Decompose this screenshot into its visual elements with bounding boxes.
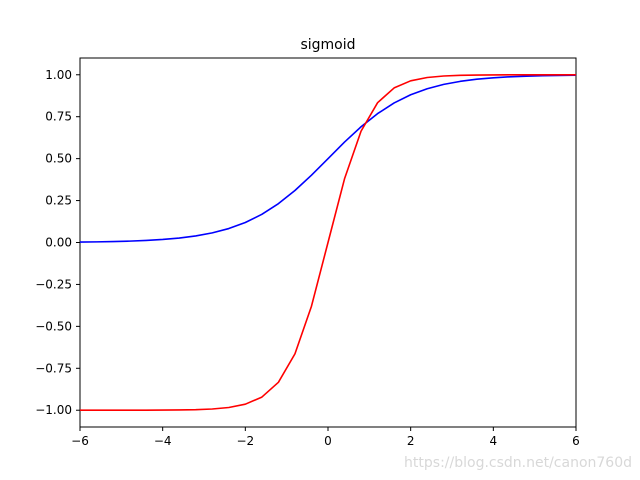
y-tick-label: 1.00	[45, 68, 72, 82]
y-tick-label: 0.25	[45, 194, 72, 208]
watermark-text: https://blog.csdn.net/canon760d	[404, 455, 632, 471]
x-tick-label: 0	[324, 434, 332, 448]
y-tick-label: 0.75	[45, 110, 72, 124]
y-axis: −1.00 −0.75 −0.50 −0.25 0.00 0.25 0.50 0.75 1.00	[35, 68, 80, 417]
x-tick-label: 6	[572, 434, 580, 448]
x-tick-label: −2	[236, 434, 254, 448]
y-tick-label: 0.50	[45, 152, 72, 166]
series-layer	[79, 73, 577, 412]
x-tick-label: 2	[407, 434, 415, 448]
y-tick-label: −0.50	[35, 319, 72, 333]
y-tick-label: −1.00	[35, 403, 72, 417]
y-tick-label: −0.25	[35, 277, 72, 291]
red-series-line	[80, 73, 576, 412]
chart-title: sigmoid	[300, 37, 355, 53]
x-tick-label: −4	[154, 434, 172, 448]
x-tick-label: 4	[490, 434, 498, 448]
x-tick-label: −6	[71, 434, 89, 448]
x-axis: −6 −4 −2 0 2 4 6	[71, 427, 580, 448]
y-tick-label: −0.75	[35, 361, 72, 375]
y-tick-label: 0.00	[45, 236, 72, 250]
blue-series-line	[79, 74, 577, 243]
